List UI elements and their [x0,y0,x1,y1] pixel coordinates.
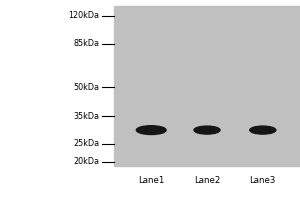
Text: 50kDa: 50kDa [73,83,99,92]
Text: Lane3: Lane3 [250,176,276,185]
Text: 120kDa: 120kDa [68,11,99,20]
Text: 25kDa: 25kDa [73,139,99,148]
Text: Lane2: Lane2 [194,176,220,185]
Text: 20kDa: 20kDa [73,157,99,166]
Ellipse shape [194,126,220,134]
Ellipse shape [136,126,166,135]
Text: Lane1: Lane1 [138,176,164,185]
Ellipse shape [250,126,276,134]
Text: 85kDa: 85kDa [73,39,99,48]
Text: 35kDa: 35kDa [73,112,99,121]
Bar [114,6,300,166]
